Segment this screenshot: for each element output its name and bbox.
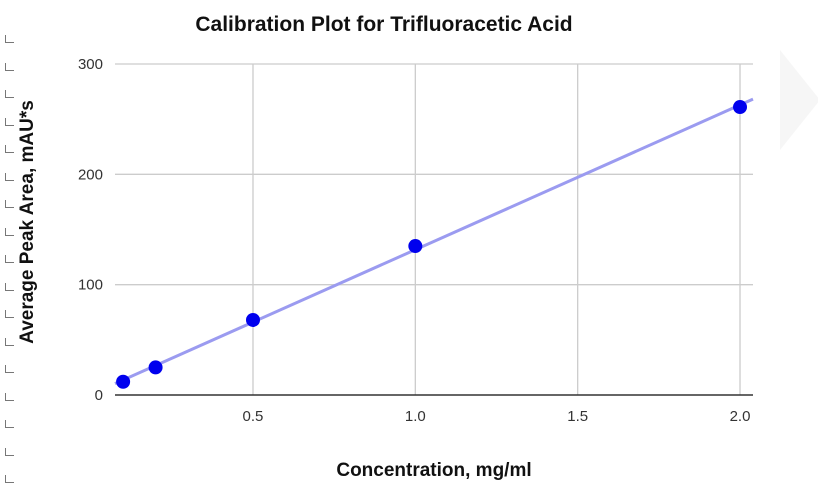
- data-points: [116, 100, 748, 389]
- edge-mark: [5, 310, 14, 318]
- trendline: [114, 97, 754, 385]
- x-tick-label: 1.5: [567, 408, 588, 425]
- edge-mark: [5, 255, 14, 263]
- x-tick-label: 0.5: [243, 408, 264, 425]
- y-tick-label: 0: [95, 387, 103, 404]
- data-point: [116, 374, 131, 389]
- x-tick-label: 2.0: [730, 408, 751, 425]
- corner-shade: [780, 50, 818, 150]
- edge-mark: [5, 145, 14, 153]
- y-axis-label: Average Peak Area, mAU*s: [17, 100, 38, 344]
- data-point: [148, 360, 163, 375]
- y-tick-label: 100: [78, 277, 103, 294]
- edge-mark: [5, 337, 14, 346]
- edge-mark: [5, 227, 14, 236]
- edge-mark: [5, 365, 14, 373]
- data-point: [733, 100, 748, 115]
- data-point: [245, 312, 260, 327]
- y-tick-label: 300: [78, 56, 103, 73]
- edge-mark: [5, 90, 14, 98]
- edge-mark: [5, 475, 14, 483]
- edge-mark: [5, 420, 14, 428]
- edge-mark: [5, 200, 14, 208]
- edge-mark: [5, 62, 14, 71]
- edge-mark: [5, 117, 14, 126]
- tick-labels: 0 100 200 300 0.5 1.0 1.5 2.0: [78, 56, 750, 425]
- edge-mark: [5, 172, 14, 181]
- trendline-group: [114, 97, 754, 385]
- edge-mark: [5, 35, 14, 43]
- edge-mark: [5, 282, 14, 291]
- grid: [115, 63, 753, 396]
- x-tick-label: 1.0: [405, 408, 426, 425]
- x-axis-label: Concentration, mg/ml: [336, 460, 531, 481]
- chart-title: Calibration Plot for Trifluoracetic Acid: [195, 13, 572, 36]
- y-tick-label: 200: [78, 166, 103, 183]
- edge-mark: [5, 447, 14, 456]
- data-point: [408, 239, 423, 254]
- edge-mark: [5, 392, 14, 401]
